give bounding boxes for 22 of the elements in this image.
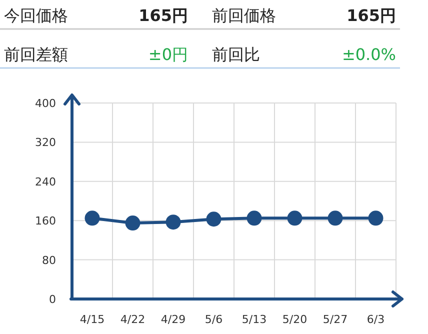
x-tick-label: 5/6 (204, 313, 223, 326)
text: ±0円 (148, 45, 188, 64)
y-tick-label: 160 (35, 214, 56, 228)
text: 今回価格 (4, 6, 68, 25)
y-tick-label: 80 (42, 254, 56, 267)
y-tick-label: 400 (35, 97, 56, 110)
text: 165円 (138, 6, 188, 25)
text: 前回比 (212, 45, 260, 64)
y-tick-label: 240 (35, 175, 56, 188)
text: 前回価格 (212, 6, 276, 25)
x-tick-label: 4/29 (160, 313, 186, 326)
x-tick-label: 5/13 (242, 313, 267, 326)
y-tick-label: 0 (49, 293, 56, 306)
text: 前回差額 (4, 45, 68, 64)
x-tick-label: 4/22 (120, 313, 146, 326)
x-tick-label: 5/27 (322, 313, 348, 326)
x-tick-label: 4/15 (80, 313, 105, 326)
text: ±0.0% (342, 45, 396, 64)
x-tick-label: 6/3 (366, 313, 385, 326)
text: 165円 (346, 6, 396, 25)
x-tick-label: 5/20 (282, 313, 308, 326)
y-tick-label: 320 (35, 136, 56, 150)
